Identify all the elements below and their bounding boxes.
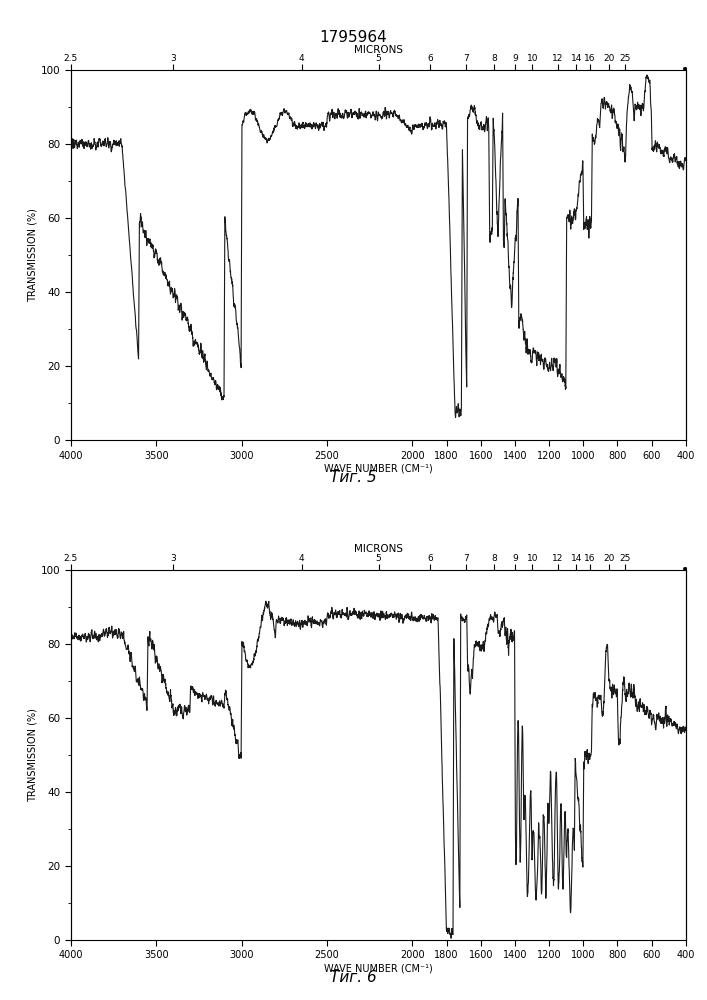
Y-axis label: TRANSMISSION (%): TRANSMISSION (%) [28, 208, 38, 302]
X-axis label: WAVE NUMBER (CM⁻¹): WAVE NUMBER (CM⁻¹) [324, 463, 433, 473]
Text: Τиг. 6: Τиг. 6 [330, 970, 377, 985]
Y-axis label: TRANSMISSION (%): TRANSMISSION (%) [28, 708, 38, 802]
Text: 1795964: 1795964 [320, 30, 387, 45]
X-axis label: WAVE NUMBER (CM⁻¹): WAVE NUMBER (CM⁻¹) [324, 963, 433, 973]
X-axis label: MICRONS: MICRONS [354, 544, 403, 554]
Text: Τиг. 5: Τиг. 5 [330, 470, 377, 485]
X-axis label: MICRONS: MICRONS [354, 45, 403, 55]
